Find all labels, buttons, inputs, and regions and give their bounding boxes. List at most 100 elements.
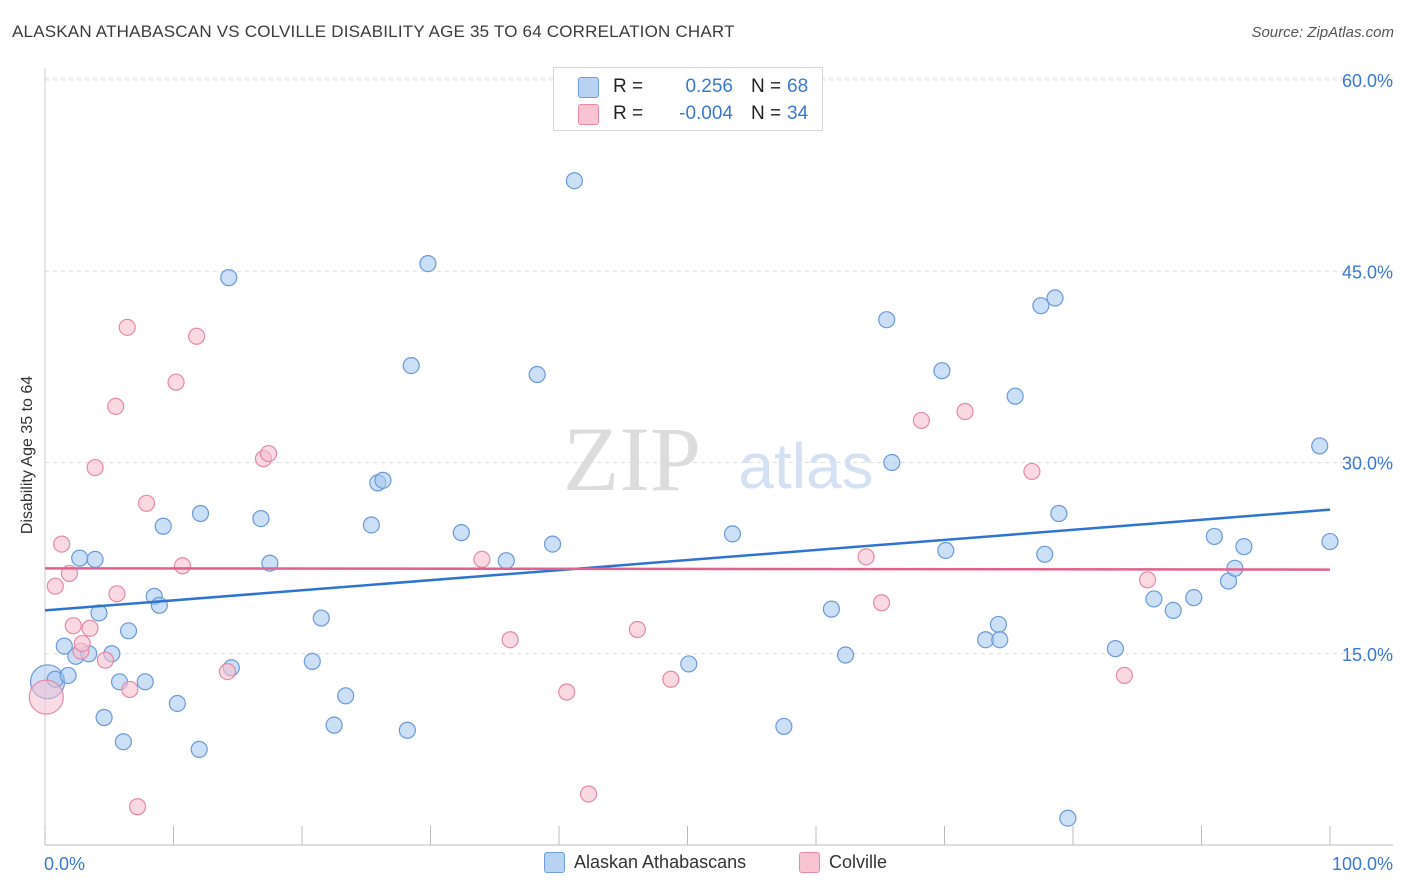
data-point <box>191 504 210 523</box>
data-point <box>1185 589 1203 607</box>
data-point <box>402 357 420 375</box>
data-point <box>64 617 82 635</box>
data-point <box>220 269 238 287</box>
data-point <box>558 683 576 701</box>
legend-swatch-blue <box>578 76 599 98</box>
data-point <box>261 554 279 572</box>
trend-line <box>44 567 1331 571</box>
source-label: Source: ZipAtlas.com <box>1251 24 1394 41</box>
data-point <box>121 680 139 699</box>
data-point <box>218 662 237 681</box>
r-label: R = <box>613 103 644 124</box>
data-point <box>1032 297 1050 315</box>
data-point <box>419 255 437 273</box>
data-point <box>1023 462 1041 481</box>
data-point <box>501 631 519 649</box>
data-point <box>136 673 154 691</box>
data-point <box>1164 601 1182 620</box>
data-point <box>473 550 491 569</box>
data-point <box>150 596 168 614</box>
watermark-atlas: atlas <box>738 430 873 502</box>
data-point <box>1046 289 1064 307</box>
trend-lines <box>44 508 1331 612</box>
series-colville-points <box>28 318 1157 816</box>
tick-labels: 15.0% 30.0% 45.0% 60.0% 0.0% 100.0% <box>44 71 1393 874</box>
n-label: N = <box>751 76 782 97</box>
data-point <box>81 619 99 637</box>
data-point <box>680 655 698 673</box>
data-point <box>775 717 793 736</box>
data-point <box>1138 571 1157 589</box>
data-point <box>912 411 930 430</box>
x-tick-label: 100.0% <box>1332 854 1393 874</box>
data-point <box>374 471 392 489</box>
bottom-legend-colville: Colville <box>799 852 887 873</box>
data-point <box>956 402 974 421</box>
data-point <box>86 550 104 569</box>
data-point <box>1235 538 1253 556</box>
y-axis-label: Disability Age 35 to 64 <box>19 375 36 535</box>
data-point <box>337 687 355 705</box>
data-point <box>53 535 71 553</box>
data-point <box>28 679 64 715</box>
legend-label: Colville <box>829 852 888 872</box>
data-point <box>872 594 891 612</box>
data-point <box>989 615 1008 634</box>
axes <box>44 68 1393 846</box>
data-point <box>398 721 416 739</box>
data-point <box>86 459 104 477</box>
data-point <box>579 785 598 803</box>
y-tick-label: 15.0% <box>1342 645 1393 665</box>
data-point <box>1321 532 1339 551</box>
legend-swatch-blue <box>544 852 565 873</box>
data-point <box>190 740 208 758</box>
data-point <box>73 634 91 653</box>
data-point <box>1036 545 1054 563</box>
data-point <box>628 620 646 639</box>
x-tick-label: 0.0% <box>44 854 85 874</box>
data-point <box>46 577 64 595</box>
y-tick-label: 45.0% <box>1342 262 1393 282</box>
data-point <box>154 517 172 535</box>
data-point <box>128 798 147 816</box>
data-point <box>119 622 138 640</box>
data-point <box>1059 809 1077 827</box>
data-point <box>1106 640 1125 658</box>
data-point <box>1006 387 1024 405</box>
n-value: 68 <box>787 76 809 97</box>
data-point <box>55 637 73 655</box>
data-point <box>1311 437 1329 455</box>
data-point <box>565 172 584 190</box>
legend-swatch-pink <box>578 103 599 125</box>
data-point <box>1115 666 1134 685</box>
data-point <box>96 651 114 669</box>
data-point <box>933 362 951 380</box>
data-point <box>528 365 546 384</box>
data-point <box>118 318 136 336</box>
n-value: 34 <box>787 103 809 124</box>
data-point <box>662 670 680 688</box>
data-point <box>1145 590 1163 608</box>
bottom-legend-athabascans: Alaskan Athabascans <box>544 852 746 873</box>
data-point <box>312 609 330 627</box>
r-value: -0.004 <box>679 103 733 124</box>
data-point <box>173 557 192 575</box>
y-tick-label: 60.0% <box>1342 71 1393 91</box>
data-point <box>59 666 77 685</box>
r-label: R = <box>613 76 644 97</box>
data-point <box>883 453 901 472</box>
data-point <box>543 535 562 553</box>
data-point <box>167 373 185 391</box>
data-point <box>991 631 1009 649</box>
data-point <box>137 494 156 512</box>
data-point <box>107 397 125 415</box>
legend-swatch-pink <box>799 852 820 873</box>
data-point <box>878 311 896 329</box>
data-point <box>497 552 515 570</box>
r-value: 0.256 <box>685 76 733 97</box>
watermark-zip: ZIP <box>563 408 701 510</box>
data-point <box>325 716 343 734</box>
data-point <box>362 516 380 534</box>
trend-line <box>44 508 1331 612</box>
